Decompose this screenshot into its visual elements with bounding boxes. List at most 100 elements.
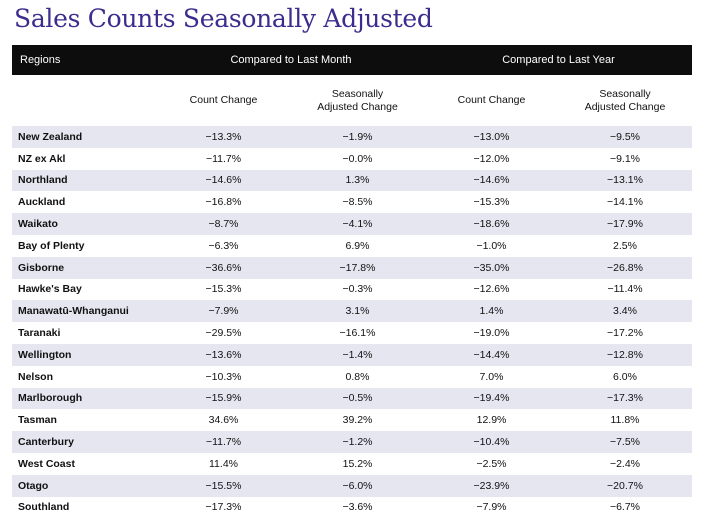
month-seasonally-adjusted-cell: 15.2%	[342, 457, 373, 470]
subheader-sa-line2: Adjusted Change	[317, 100, 398, 113]
month-seasonally-adjusted-cell: 3.1%	[345, 305, 370, 318]
month-seasonally-adjusted-cell: −8.5%	[342, 196, 373, 209]
table-row: Southland −17.3% −3.6% −7.9% −6.7%	[12, 496, 692, 519]
year-seasonally-adjusted-cell: −2.4%	[609, 457, 641, 470]
month-seasonally-adjusted-cell: −1.4%	[342, 348, 373, 361]
year-seasonally-adjusted-cell: −13.1%	[607, 174, 643, 187]
region-cell: Gisborne	[18, 261, 65, 274]
year-count-change-cell: 1.4%	[479, 305, 504, 318]
table-row: Bay of Plenty −6.3% 6.9% −1.0% 2.5%	[12, 234, 692, 257]
table-header: Regions Compared to Last Month Compared …	[12, 45, 692, 75]
year-seasonally-adjusted-cell: −11.4%	[607, 283, 643, 296]
table-row: Waikato −8.7% −4.1% −18.6% −17.9%	[12, 213, 692, 235]
month-seasonally-adjusted-cell: −6.0%	[342, 479, 373, 492]
month-seasonally-adjusted-cell: −0.0%	[342, 152, 373, 165]
month-seasonally-adjusted-cell: −0.5%	[342, 392, 373, 405]
table-row: Manawatū-Whanganui −7.9% 3.1% 1.4% 3.4%	[12, 300, 692, 323]
region-cell: Wellington	[18, 348, 72, 361]
month-count-change-cell: −11.7%	[205, 152, 242, 165]
year-seasonally-adjusted-cell: −14.1%	[607, 196, 643, 209]
year-seasonally-adjusted-cell: −20.7%	[607, 479, 643, 492]
month-seasonally-adjusted-cell: 1.3%	[345, 174, 370, 187]
table-row: Hawke's Bay −15.3% −0.3% −12.6% −11.4%	[12, 278, 692, 301]
header-last-month: Compared to Last Month	[230, 54, 352, 66]
year-count-change-cell: −10.4%	[473, 436, 510, 449]
region-cell: Hawke's Bay	[18, 283, 82, 296]
header-last-year: Compared to Last Year	[502, 54, 615, 66]
table-body: New Zealand −13.3% −1.9% −13.0% −9.5% NZ ex A…	[12, 126, 692, 519]
month-count-change-cell: −10.3%	[205, 370, 242, 383]
header-regions: Regions	[20, 54, 61, 66]
region-cell: Southland	[18, 501, 70, 514]
year-count-change-cell: 12.9%	[476, 414, 507, 427]
year-seasonally-adjusted-cell: −9.5%	[609, 130, 641, 143]
subheader-sa-line1: Seasonally	[599, 87, 651, 100]
month-seasonally-adjusted-cell: −1.2%	[342, 436, 373, 449]
year-seasonally-adjusted-cell: −17.3%	[607, 392, 643, 405]
month-count-change-cell: −13.3%	[205, 130, 242, 143]
year-seasonally-adjusted-cell: 6.0%	[613, 370, 637, 383]
month-seasonally-adjusted-cell: −1.9%	[342, 130, 373, 143]
sales-table: Regions Compared to Last Month Compared …	[12, 45, 692, 519]
region-cell: Northland	[18, 174, 68, 187]
month-count-change-cell: −7.9%	[208, 305, 239, 318]
table-row: New Zealand −13.3% −1.9% −13.0% −9.5%	[12, 126, 692, 148]
table-row: Taranaki −29.5% −16.1% −19.0% −17.2%	[12, 322, 692, 344]
table-row: Gisborne −36.6% −17.8% −35.0% −26.8%	[12, 256, 692, 279]
year-seasonally-adjusted-cell: 11.8%	[610, 414, 640, 427]
year-seasonally-adjusted-cell: −6.7%	[609, 501, 641, 514]
month-count-change-cell: 34.6%	[208, 414, 239, 427]
month-count-change-cell: −15.5%	[205, 479, 242, 492]
year-count-change-cell: −14.6%	[473, 174, 510, 187]
region-cell: Auckland	[18, 196, 66, 209]
year-count-change-cell: −19.4%	[473, 392, 510, 405]
table-row: Canterbury −11.7% −1.2% −10.4% −7.5%	[12, 431, 692, 453]
year-count-change-cell: −35.0%	[473, 261, 510, 274]
month-count-change-cell: −8.7%	[208, 218, 239, 231]
month-seasonally-adjusted-cell: −17.8%	[339, 261, 376, 274]
month-count-change-cell: −36.6%	[205, 261, 242, 274]
month-seasonally-adjusted-cell: 0.8%	[345, 370, 370, 383]
year-count-change-cell: −2.5%	[476, 457, 507, 470]
month-count-change-cell: −11.7%	[205, 436, 242, 449]
region-cell: New Zealand	[18, 130, 83, 143]
year-seasonally-adjusted-cell: −26.8%	[607, 261, 643, 274]
month-count-change-cell: −14.6%	[205, 174, 242, 187]
month-count-change-cell: −17.3%	[205, 501, 242, 514]
year-count-change-cell: −7.9%	[476, 501, 507, 514]
region-cell: Canterbury	[18, 436, 75, 449]
year-count-change-cell: 7.0%	[479, 370, 504, 383]
table-row: Auckland −16.8% −8.5% −15.3% −14.1%	[12, 191, 692, 214]
year-count-change-cell: −12.0%	[473, 152, 510, 165]
subheader-year-seasonally-adjusted: Seasonally Adjusted Change	[558, 88, 692, 114]
year-count-change-cell: −19.0%	[473, 327, 510, 340]
year-count-change-cell: −23.9%	[473, 479, 510, 492]
table-row: Nelson −10.3% 0.8% 7.0% 6.0%	[12, 365, 692, 388]
year-count-change-cell: −13.0%	[473, 130, 510, 143]
subheader-sa-line2: Adjusted Change	[584, 100, 666, 113]
month-seasonally-adjusted-cell: −0.3%	[342, 283, 373, 296]
table-row: West Coast 11.4% 15.2% −2.5% −2.4%	[12, 452, 692, 475]
region-cell: Taranaki	[18, 327, 61, 340]
table-row: Tasman 34.6% 39.2% 12.9% 11.8%	[12, 409, 692, 432]
table-row: Wellington −13.6% −1.4% −14.4% −12.8%	[12, 343, 692, 366]
year-seasonally-adjusted-cell: 3.4%	[613, 305, 637, 318]
year-seasonally-adjusted-cell: −17.2%	[607, 327, 643, 340]
table-row: NZ ex Akl −11.7% −0.0% −12.0% −9.1%	[12, 147, 692, 170]
region-cell: Nelson	[18, 370, 54, 383]
region-cell: Bay of Plenty	[18, 239, 85, 252]
subheader-month-seasonally-adjusted: Seasonally Adjusted Change	[290, 88, 425, 114]
month-count-change-cell: −15.3%	[205, 283, 242, 296]
month-count-change-cell: −15.9%	[205, 392, 242, 405]
month-count-change-cell: −16.8%	[205, 196, 242, 209]
month-count-change-cell: −29.5%	[205, 327, 242, 340]
region-cell: Waikato	[18, 218, 58, 231]
table-row: Otago −15.5% −6.0% −23.9% −20.7%	[12, 474, 692, 497]
month-seasonally-adjusted-cell: 6.9%	[345, 239, 370, 252]
year-seasonally-adjusted-cell: −17.9%	[607, 218, 643, 231]
region-cell: Tasman	[18, 414, 57, 427]
month-seasonally-adjusted-cell: −3.6%	[342, 501, 373, 514]
subheader-sa-line1: Seasonally	[331, 87, 384, 100]
region-cell: Manawatū-Whanganui	[18, 305, 129, 318]
month-count-change-cell: −13.6%	[205, 348, 242, 361]
